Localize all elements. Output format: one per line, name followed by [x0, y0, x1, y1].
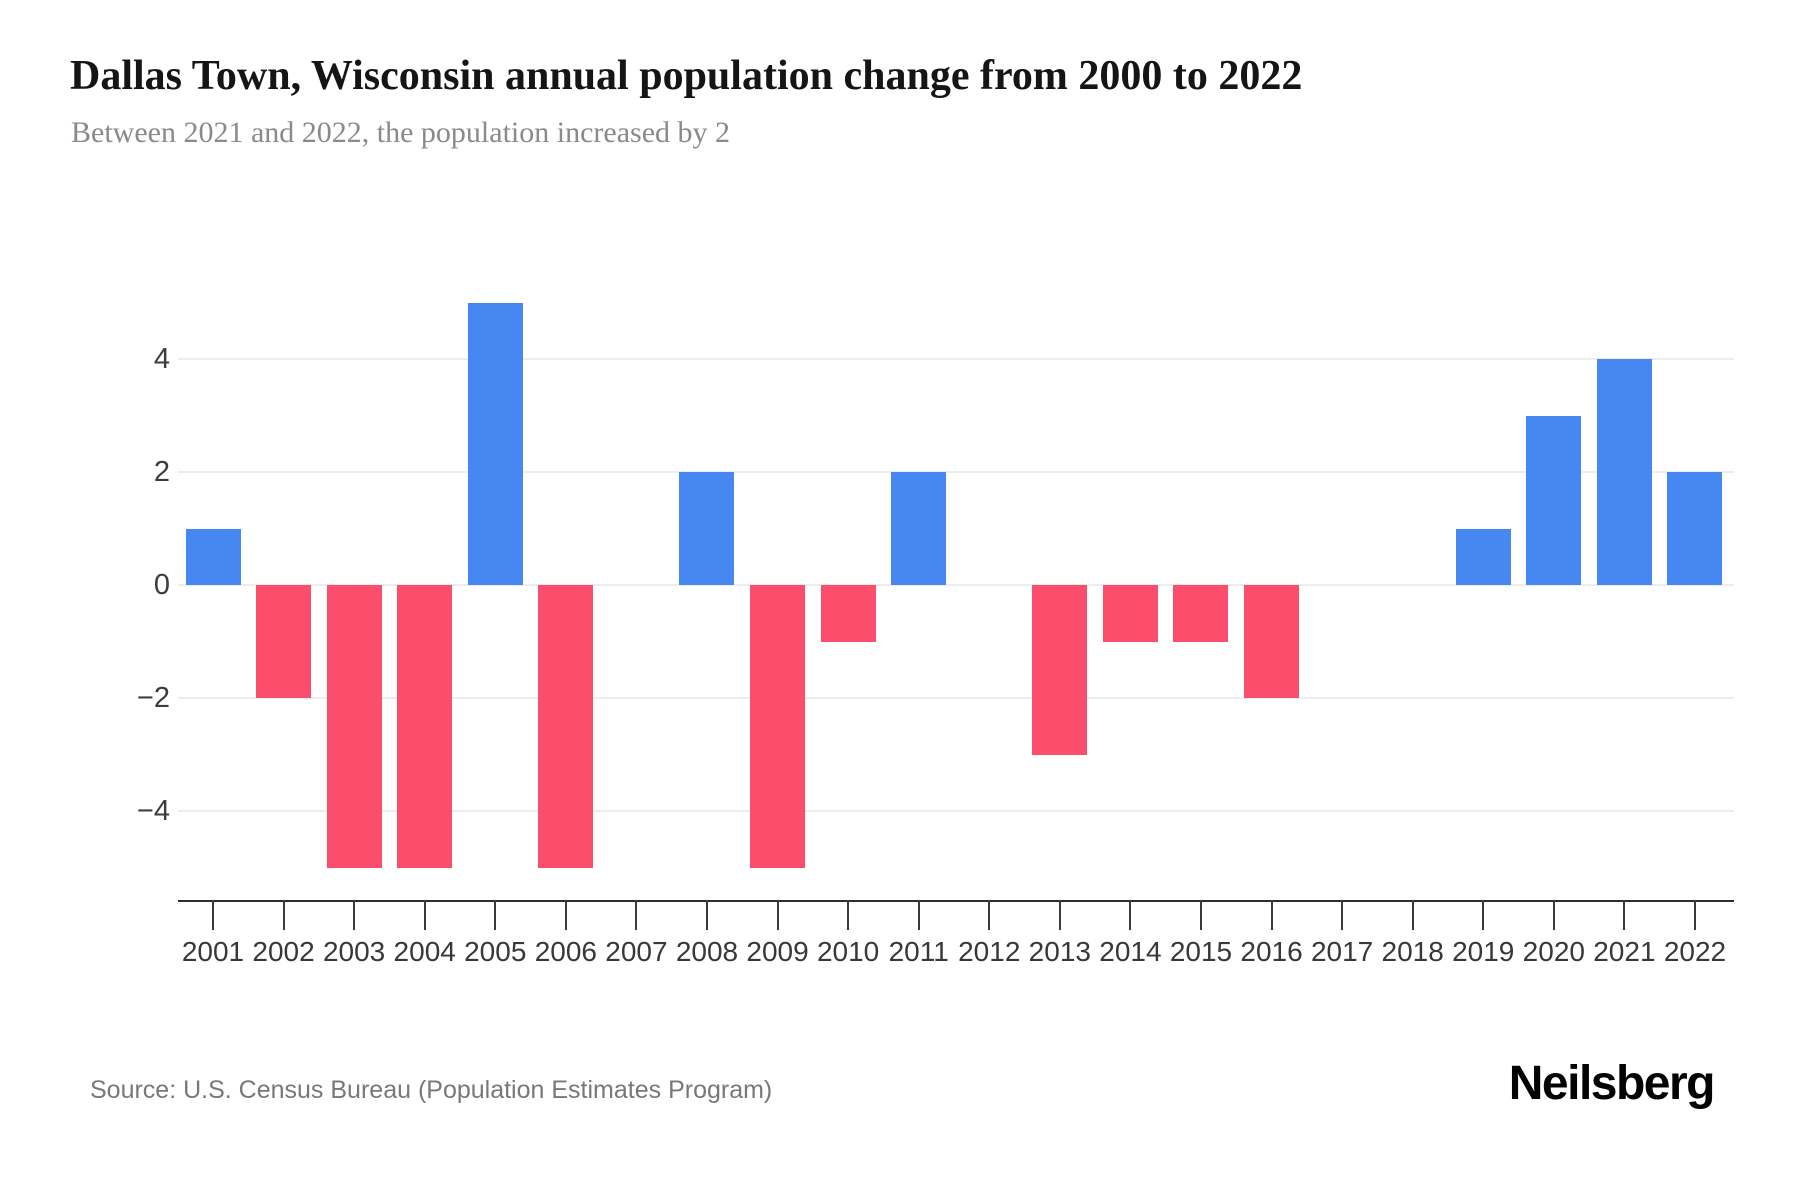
x-tick-2015	[1199, 900, 1202, 930]
bar-2019	[1455, 528, 1511, 585]
gridline-4	[178, 358, 1734, 360]
x-axis-label-2015: 2015	[1169, 936, 1233, 967]
x-tick-2014	[1129, 900, 1132, 930]
y-axis-label--4: −4	[136, 795, 170, 827]
x-tick-2003	[353, 900, 356, 930]
bar-2014	[1102, 585, 1158, 642]
bar-2011	[891, 472, 947, 585]
x-axis-label-2001: 2001	[181, 936, 245, 967]
bar-2002	[256, 585, 312, 698]
x-axis-label-2005: 2005	[464, 936, 527, 967]
chart-title: Dallas Town, Wisconsin annual population…	[70, 53, 1303, 99]
bar-2001	[185, 528, 241, 585]
x-tick-2004	[423, 900, 426, 930]
x-tick-2005	[494, 900, 497, 930]
x-axis-label-2017: 2017	[1310, 936, 1374, 967]
x-axis-line	[178, 900, 1734, 902]
x-axis-label-2006: 2006	[534, 936, 597, 967]
x-axis-label-2012: 2012	[958, 936, 1021, 967]
x-tick-2018	[1411, 900, 1414, 930]
x-tick-2019	[1482, 900, 1485, 930]
y-axis-label-0: 0	[153, 569, 170, 601]
x-tick-2008	[705, 900, 708, 930]
x-axis-label-2011: 2011	[888, 936, 949, 967]
bar-2013	[1032, 585, 1088, 755]
bar-2022	[1667, 472, 1723, 585]
y-axis-label--2: −2	[136, 682, 170, 714]
bar-2009	[750, 585, 806, 868]
x-axis-label-2018: 2018	[1381, 936, 1444, 967]
bar-2005	[467, 302, 523, 585]
x-tick-2020	[1552, 900, 1555, 930]
x-axis-label-2003: 2003	[322, 936, 386, 967]
bar-2016	[1244, 585, 1300, 698]
bar-2015	[1173, 585, 1229, 642]
bar-2003	[326, 585, 382, 868]
x-tick-2009	[776, 900, 779, 930]
x-tick-2010	[847, 900, 850, 930]
x-axis-label-2007: 2007	[605, 936, 668, 967]
x-axis-label-2013: 2013	[1028, 936, 1091, 967]
x-tick-2007	[635, 900, 638, 930]
x-tick-2012	[988, 900, 991, 930]
y-axis-label-4: 4	[153, 343, 170, 375]
source-note: Source: U.S. Census Bureau (Population E…	[90, 1076, 773, 1104]
x-axis-label-2010: 2010	[816, 936, 880, 967]
gridline-2	[178, 471, 1734, 473]
y-axis-label-2: 2	[153, 456, 170, 488]
x-axis-label-2016: 2016	[1240, 936, 1303, 967]
bar-2004	[397, 585, 453, 868]
x-axis-label-2004: 2004	[393, 936, 456, 967]
bar-2021	[1596, 359, 1652, 585]
gridline--2	[178, 697, 1734, 699]
bar-2006	[538, 585, 594, 868]
x-tick-2016	[1270, 900, 1273, 930]
x-axis-label-2022: 2022	[1663, 936, 1727, 967]
chart-subtitle: Between 2021 and 2022, the population in…	[71, 116, 731, 149]
x-tick-2011	[917, 900, 920, 930]
x-tick-2022	[1693, 900, 1696, 930]
x-tick-2001	[212, 900, 214, 930]
x-tick-2006	[564, 900, 567, 930]
bar-2010	[820, 585, 876, 642]
x-tick-2021	[1623, 900, 1626, 930]
gridline--4	[178, 810, 1734, 812]
x-tick-2002	[282, 900, 285, 930]
x-tick-2013	[1058, 900, 1061, 930]
x-axis-label-2020: 2020	[1522, 936, 1585, 967]
bar-2008	[679, 472, 735, 585]
x-axis-label-2014: 2014	[1099, 936, 1162, 967]
x-axis-label-2021: 2021	[1593, 936, 1656, 967]
x-tick-2017	[1341, 900, 1344, 930]
x-axis-label-2009: 2009	[746, 936, 809, 967]
brand-logo: Neilsberg	[1508, 1057, 1716, 1110]
gridline-0	[178, 584, 1734, 586]
x-axis-label-2002: 2002	[252, 936, 315, 967]
x-axis-label-2019: 2019	[1452, 936, 1515, 967]
bar-2020	[1526, 415, 1582, 585]
x-axis-label-2008: 2008	[675, 936, 739, 967]
